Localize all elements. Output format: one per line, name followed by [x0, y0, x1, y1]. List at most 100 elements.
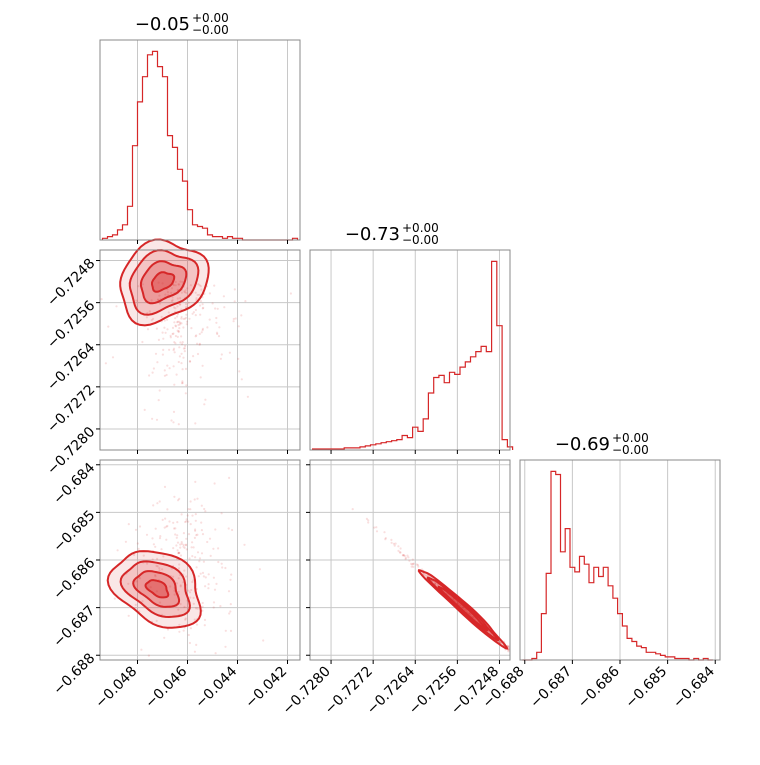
scatter-point [180, 352, 183, 355]
scatter-point [195, 297, 198, 300]
scatter-point [158, 537, 162, 540]
scatter-point [116, 549, 119, 552]
scatter-point [507, 648, 510, 651]
scatter-point [167, 311, 170, 314]
scatter-point [164, 293, 167, 296]
scatter-point [160, 548, 163, 551]
scatter-point [411, 563, 414, 566]
scatter-point [172, 365, 175, 368]
scatter-point [178, 552, 181, 555]
scatter-point [233, 288, 236, 291]
scatter-point [168, 367, 171, 370]
scatter-point [173, 527, 176, 530]
scatter-point [176, 288, 179, 291]
scatter-point [152, 367, 155, 370]
scatter-point [163, 636, 166, 639]
scatter-point [203, 624, 206, 627]
scatter-point [182, 545, 185, 548]
scatter-point [202, 575, 205, 578]
scatter-point [214, 528, 217, 531]
scatter-point [383, 531, 386, 534]
scatter-point [163, 374, 166, 377]
scatter-point [182, 543, 185, 547]
scatter-point [174, 284, 177, 287]
scatter-point [244, 300, 247, 303]
scatter-point [196, 497, 199, 500]
scatter-point [194, 556, 197, 559]
scatter-point [219, 357, 222, 360]
scatter-point [228, 612, 231, 615]
scatter-point [206, 326, 209, 329]
scatter-point [172, 547, 175, 550]
scatter-point [186, 514, 189, 517]
scatter-point [182, 629, 185, 632]
scatter-point [184, 289, 187, 292]
scatter-point [181, 368, 184, 371]
scatter-point [173, 321, 176, 324]
scatter-point [194, 308, 197, 312]
scatter-point [171, 299, 174, 302]
scatter-point [185, 316, 188, 319]
scatter-point [212, 547, 215, 550]
scatter-point [158, 294, 161, 297]
scatter-point [179, 280, 182, 283]
scatter-point [201, 307, 204, 310]
scatter-point [212, 606, 215, 609]
scatter-point [172, 332, 175, 335]
x-tick-label: −0.044 [192, 663, 240, 711]
scatter-point [194, 480, 197, 483]
scatter-point [216, 332, 219, 336]
scatter-point [146, 328, 150, 331]
scatter-point [111, 356, 115, 359]
scatter-point [152, 504, 155, 507]
scatter-point [222, 295, 225, 298]
scatter-point [189, 508, 192, 511]
scatter-point [172, 521, 175, 524]
scatter-point [187, 520, 190, 523]
scatter-point [161, 518, 164, 522]
scatter-point [183, 605, 186, 609]
scatter-point [220, 353, 223, 356]
scatter-point [190, 546, 193, 549]
scatter-point [183, 317, 186, 320]
scatter-point [178, 551, 181, 554]
scatter-point [192, 602, 195, 605]
scatter-point [229, 603, 232, 606]
scatter-point [194, 528, 197, 531]
scatter-point [187, 533, 191, 536]
scatter-point [197, 575, 200, 578]
scatter-point [157, 338, 160, 341]
scatter-point [134, 528, 138, 531]
scatter-point [178, 355, 181, 358]
scatter-point [202, 306, 205, 309]
scatter-point [185, 518, 188, 521]
scatter-point [141, 283, 144, 286]
scatter-point [200, 331, 203, 334]
scatter-point [408, 559, 411, 562]
scatter-point [141, 600, 144, 603]
scatter-point [135, 580, 138, 583]
scatter-point [158, 389, 161, 392]
scatter-point [107, 325, 110, 328]
scatter-point [198, 293, 201, 296]
scatter-point [181, 381, 184, 384]
scatter-point [172, 575, 175, 578]
scatter-point [425, 574, 428, 577]
scatter-point [230, 573, 233, 576]
scatter-point [165, 538, 168, 541]
panel-title-value: −0.05 [135, 14, 190, 35]
scatter-point [181, 382, 184, 385]
scatter-point [198, 284, 201, 287]
scatter-point [191, 514, 194, 517]
scatter-point [177, 330, 180, 333]
scatter-point [397, 549, 400, 553]
scatter-point [182, 317, 185, 320]
scatter-point [173, 284, 176, 287]
scatter-point [179, 554, 183, 557]
scatter-point [194, 314, 197, 317]
scatter-point [201, 605, 204, 608]
scatter-point [189, 627, 192, 630]
scatter-point [182, 356, 185, 359]
scatter-point [180, 322, 183, 325]
